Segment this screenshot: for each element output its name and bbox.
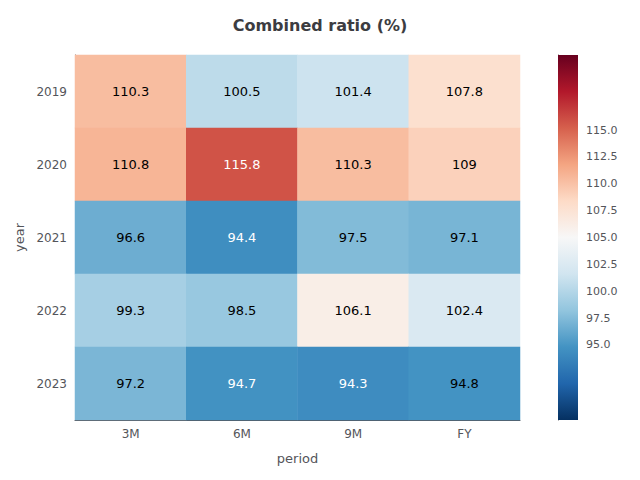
svg-text:110.3: 110.3 xyxy=(335,157,372,172)
svg-text:94.8: 94.8 xyxy=(450,376,479,391)
svg-text:115.0: 115.0 xyxy=(586,124,618,137)
svg-text:period: period xyxy=(277,451,318,466)
svg-text:2023: 2023 xyxy=(36,377,67,391)
svg-text:98.5: 98.5 xyxy=(227,303,256,318)
svg-text:112.5: 112.5 xyxy=(586,150,618,163)
svg-text:97.5: 97.5 xyxy=(586,312,611,325)
svg-text:110.0: 110.0 xyxy=(586,177,618,190)
svg-text:97.1: 97.1 xyxy=(450,230,479,245)
svg-text:3M: 3M xyxy=(122,427,140,441)
svg-text:9M: 9M xyxy=(344,427,362,441)
svg-text:102.5: 102.5 xyxy=(586,258,618,271)
svg-text:94.7: 94.7 xyxy=(227,376,256,391)
svg-text:96.6: 96.6 xyxy=(116,230,145,245)
svg-text:105.0: 105.0 xyxy=(586,231,618,244)
svg-text:110.8: 110.8 xyxy=(112,157,149,172)
svg-text:110.3: 110.3 xyxy=(112,84,149,99)
svg-text:109: 109 xyxy=(452,157,477,172)
svg-text:115.8: 115.8 xyxy=(223,157,260,172)
svg-text:107.5: 107.5 xyxy=(586,204,618,217)
svg-text:2019: 2019 xyxy=(36,85,67,99)
svg-text:100.0: 100.0 xyxy=(586,285,618,298)
svg-text:94.4: 94.4 xyxy=(227,230,256,245)
svg-text:2021: 2021 xyxy=(36,231,67,245)
svg-text:year: year xyxy=(12,222,27,252)
svg-text:95.0: 95.0 xyxy=(586,338,611,351)
svg-text:2020: 2020 xyxy=(36,158,67,172)
svg-text:107.8: 107.8 xyxy=(446,84,483,99)
svg-text:2022: 2022 xyxy=(36,304,67,318)
svg-text:94.3: 94.3 xyxy=(339,376,368,391)
svg-text:FY: FY xyxy=(457,427,472,441)
svg-text:6M: 6M xyxy=(233,427,251,441)
svg-text:97.2: 97.2 xyxy=(116,376,145,391)
svg-text:97.5: 97.5 xyxy=(339,230,368,245)
svg-text:102.4: 102.4 xyxy=(446,303,483,318)
svg-text:Combined ratio (%): Combined ratio (%) xyxy=(233,16,408,35)
svg-text:106.1: 106.1 xyxy=(335,303,372,318)
svg-text:100.5: 100.5 xyxy=(223,84,260,99)
svg-text:101.4: 101.4 xyxy=(335,84,372,99)
svg-text:99.3: 99.3 xyxy=(116,303,145,318)
